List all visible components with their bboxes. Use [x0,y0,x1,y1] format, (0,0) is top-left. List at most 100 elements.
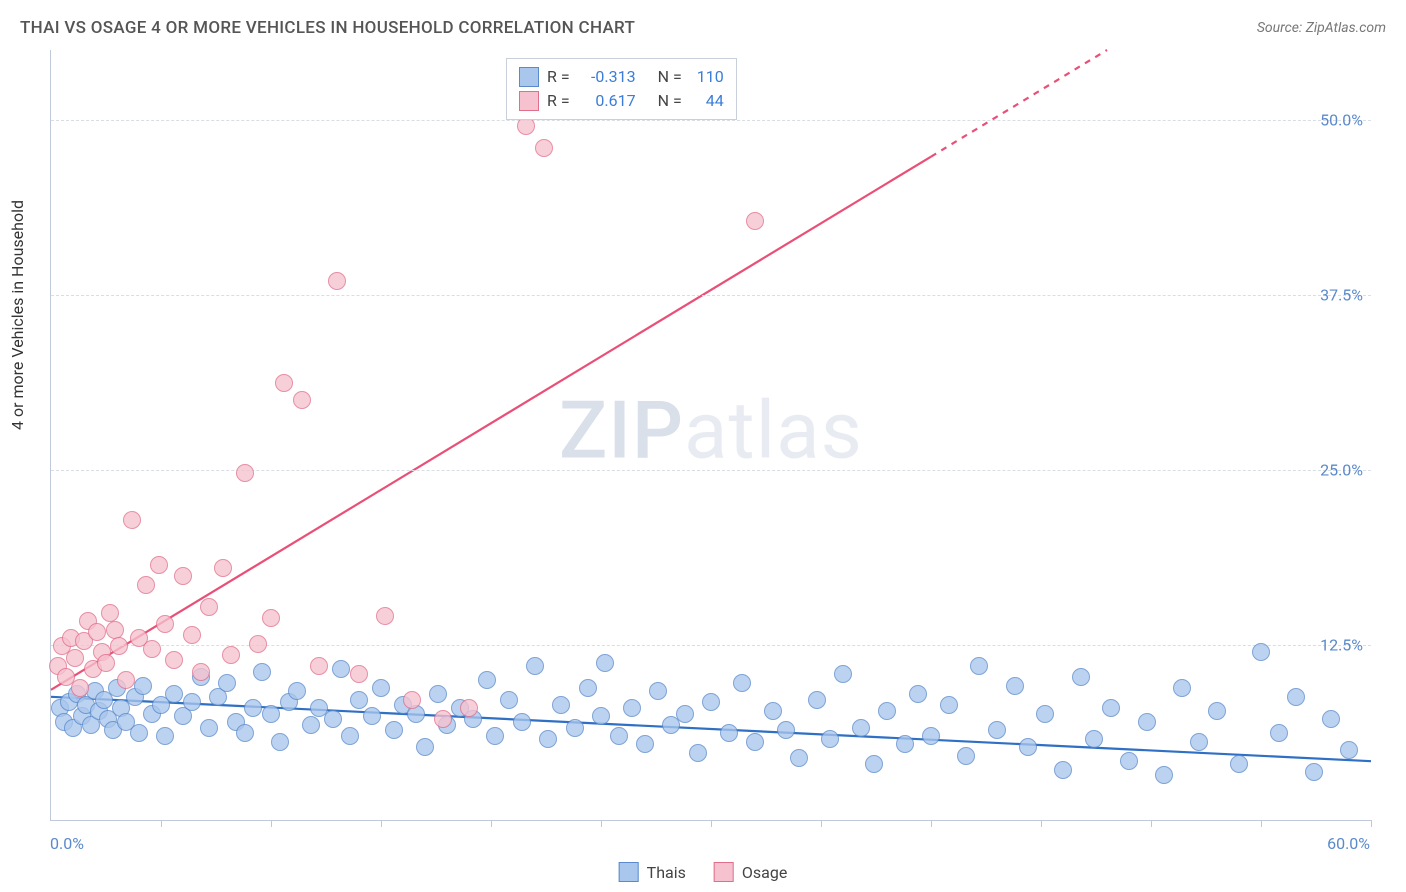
data-point[interactable] [922,727,940,745]
data-point[interactable] [165,685,183,703]
legend-item-thais[interactable]: Thais [619,862,686,882]
data-point[interactable] [689,744,707,762]
data-point[interactable] [1190,733,1208,751]
data-point[interactable] [1252,643,1270,661]
data-point[interactable] [1138,713,1156,731]
data-point[interactable] [777,721,795,739]
data-point[interactable] [66,649,84,667]
data-point[interactable] [434,710,452,728]
data-point[interactable] [262,705,280,723]
data-point[interactable] [878,702,896,720]
data-point[interactable] [909,685,927,703]
data-point[interactable] [165,651,183,669]
data-point[interactable] [552,696,570,714]
data-point[interactable] [821,730,839,748]
data-point[interactable] [88,623,106,641]
data-point[interactable] [117,671,135,689]
data-point[interactable] [500,691,518,709]
data-point[interactable] [324,710,342,728]
data-point[interactable] [623,699,641,717]
data-point[interactable] [249,635,267,653]
data-point[interactable] [566,719,584,737]
data-point[interactable] [200,719,218,737]
data-point[interactable] [262,609,280,627]
data-point[interactable] [350,691,368,709]
data-point[interactable] [293,391,311,409]
data-point[interactable] [957,747,975,765]
data-point[interactable] [288,682,306,700]
data-point[interactable] [302,716,320,734]
data-point[interactable] [1305,763,1323,781]
data-point[interactable] [156,615,174,633]
data-point[interactable] [1006,677,1024,695]
data-point[interactable] [1322,710,1340,728]
data-point[interactable] [372,679,390,697]
data-point[interactable] [610,727,628,745]
data-point[interactable] [1270,724,1288,742]
data-point[interactable] [134,677,152,695]
data-point[interactable] [486,727,504,745]
data-point[interactable] [592,707,610,725]
data-point[interactable] [970,657,988,675]
data-point[interactable] [720,724,738,742]
data-point[interactable] [808,691,826,709]
data-point[interactable] [1054,761,1072,779]
data-point[interactable] [350,665,368,683]
data-point[interactable] [676,705,694,723]
data-point[interactable] [236,464,254,482]
data-point[interactable] [460,699,478,717]
data-point[interactable] [385,721,403,739]
data-point[interactable] [539,730,557,748]
data-point[interactable] [834,665,852,683]
data-point[interactable] [1173,679,1191,697]
data-point[interactable] [649,682,667,700]
data-point[interactable] [1230,755,1248,773]
data-point[interactable] [790,749,808,767]
data-point[interactable] [1120,752,1138,770]
data-point[interactable] [110,637,128,655]
data-point[interactable] [183,626,201,644]
data-point[interactable] [71,679,89,697]
data-point[interactable] [101,604,119,622]
data-point[interactable] [702,693,720,711]
data-point[interactable] [376,607,394,625]
data-point[interactable] [123,511,141,529]
data-point[interactable] [106,621,124,639]
data-point[interactable] [156,727,174,745]
data-point[interactable] [988,721,1006,739]
legend-item-osage[interactable]: Osage [714,862,787,882]
data-point[interactable] [137,576,155,594]
data-point[interactable] [244,699,262,717]
data-point[interactable] [746,212,764,230]
data-point[interactable] [275,374,293,392]
data-point[interactable] [192,663,210,681]
data-point[interactable] [579,679,597,697]
data-point[interactable] [200,598,218,616]
data-point[interactable] [97,654,115,672]
data-point[interactable] [236,724,254,742]
data-point[interactable] [416,738,434,756]
data-point[interactable] [1208,702,1226,720]
data-point[interactable] [183,693,201,711]
data-point[interactable] [130,724,148,742]
data-point[interactable] [733,674,751,692]
data-point[interactable] [746,733,764,751]
data-point[interactable] [1155,766,1173,784]
data-point[interactable] [1036,705,1054,723]
data-point[interactable] [218,674,236,692]
data-point[interactable] [310,657,328,675]
data-point[interactable] [429,685,447,703]
data-point[interactable] [1102,699,1120,717]
data-point[interactable] [150,556,168,574]
data-point[interactable] [403,691,421,709]
data-point[interactable] [143,640,161,658]
data-point[interactable] [1340,741,1358,759]
data-point[interactable] [865,755,883,773]
data-point[interactable] [271,733,289,751]
data-point[interactable] [214,559,232,577]
data-point[interactable] [940,696,958,714]
data-point[interactable] [513,713,531,731]
data-point[interactable] [174,567,192,585]
data-point[interactable] [852,719,870,737]
data-point[interactable] [222,646,240,664]
